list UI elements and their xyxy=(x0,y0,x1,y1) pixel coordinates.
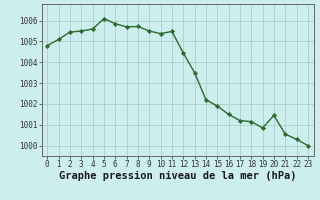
X-axis label: Graphe pression niveau de la mer (hPa): Graphe pression niveau de la mer (hPa) xyxy=(59,171,296,181)
